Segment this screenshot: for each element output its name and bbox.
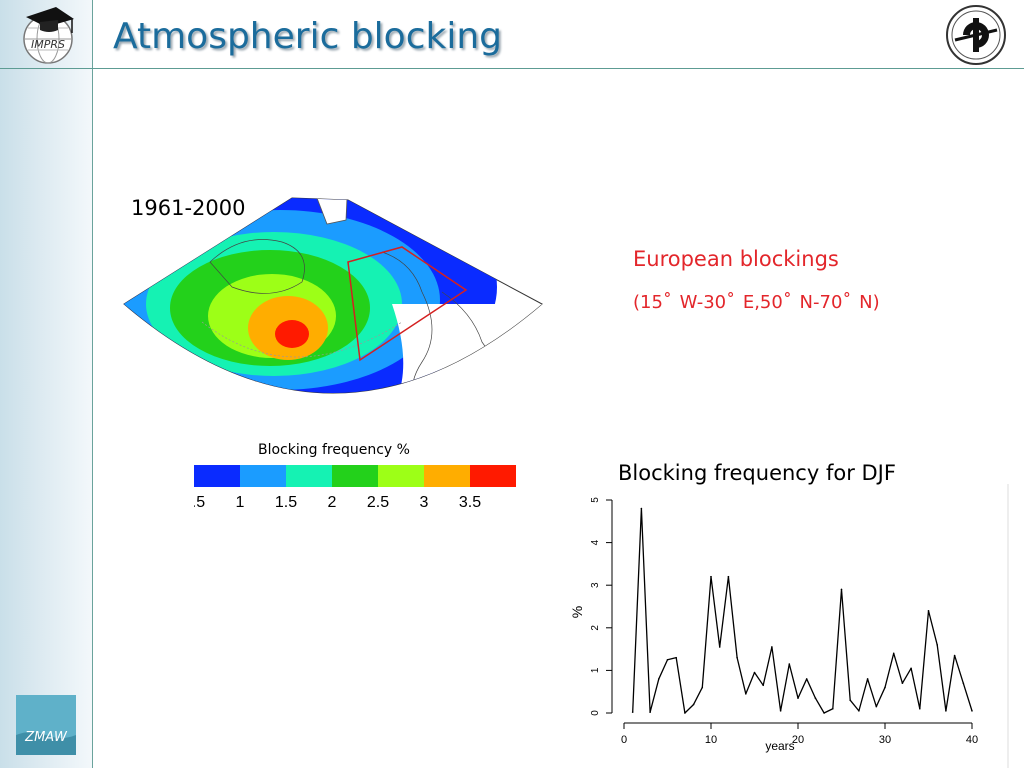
blocking-frequency-map bbox=[122, 192, 544, 432]
colorbar-segment bbox=[470, 465, 516, 487]
data-point bbox=[919, 707, 921, 710]
blocking-frequency-chart: 0 1 2 3 4 5 0 10 20 30 40 years% bbox=[569, 484, 1009, 768]
data-point bbox=[788, 663, 791, 665]
data-point bbox=[658, 678, 660, 680]
colorbar-tick-label: 1 bbox=[236, 494, 245, 510]
data-point bbox=[875, 705, 878, 708]
x-tick-label: 30 bbox=[879, 734, 891, 746]
data-point bbox=[771, 646, 773, 648]
data-point bbox=[927, 609, 930, 612]
zmaw-logo: ZMAW bbox=[16, 695, 76, 755]
european-blockings-label: European blockings bbox=[633, 247, 839, 271]
data-point bbox=[866, 678, 869, 680]
data-point bbox=[832, 707, 834, 710]
x-tick-label: 0 bbox=[621, 734, 627, 746]
data-point bbox=[823, 712, 825, 714]
colorbar: 0.5 1 1.5 2 2.5 3 3.5 bbox=[194, 465, 516, 510]
colorbar-segment bbox=[194, 465, 240, 487]
data-point bbox=[779, 710, 782, 712]
data-point bbox=[701, 686, 704, 689]
data-point bbox=[849, 699, 851, 702]
data-point bbox=[962, 682, 965, 684]
data-point bbox=[971, 710, 973, 712]
data-point bbox=[953, 654, 956, 657]
data-point bbox=[805, 678, 808, 680]
x-axis-label: years bbox=[765, 739, 794, 753]
data-point bbox=[797, 697, 799, 699]
colorbar-tick-label: 3 bbox=[420, 494, 429, 510]
x-tick-label: 20 bbox=[792, 734, 804, 746]
header-divider bbox=[0, 68, 1024, 69]
y-tick-label: 4 bbox=[590, 539, 601, 545]
colorbar-segment bbox=[424, 465, 470, 487]
colorbar-segment bbox=[378, 465, 424, 487]
colorbar-tick-label: 2 bbox=[328, 494, 337, 510]
data-point bbox=[631, 711, 634, 713]
data-point bbox=[814, 697, 817, 699]
data-point bbox=[649, 711, 651, 713]
data-point bbox=[684, 712, 686, 714]
data-point bbox=[710, 575, 712, 578]
data-point bbox=[884, 686, 886, 689]
data-point bbox=[727, 575, 730, 578]
data-point bbox=[892, 652, 895, 655]
colorbar-segment bbox=[240, 465, 286, 487]
y-axis-label: % bbox=[569, 606, 585, 618]
y-tick-label: 3 bbox=[590, 582, 601, 588]
european-blockings-range: (15˚ W-30˚ E,50˚ N-70˚ N) bbox=[633, 292, 880, 313]
data-point bbox=[666, 658, 669, 661]
y-tick-label: 5 bbox=[590, 497, 601, 503]
colorbar-label: Blocking frequency % bbox=[258, 442, 410, 458]
y-tick-label: 1 bbox=[590, 667, 601, 673]
data-point bbox=[910, 667, 912, 670]
x-tick-label: 10 bbox=[705, 734, 717, 746]
left-sidebar bbox=[0, 0, 93, 768]
institute-logo bbox=[945, 4, 1007, 66]
colorbar-tick-label: 3.5 bbox=[459, 494, 481, 510]
data-point bbox=[675, 656, 677, 659]
data-point bbox=[762, 684, 764, 687]
y-tick-label: 0 bbox=[590, 710, 601, 716]
series-line bbox=[632, 507, 973, 714]
colorbar-tick-label: 0.5 bbox=[194, 494, 205, 510]
colorbar-tick-label: 2.5 bbox=[367, 494, 389, 510]
period-label: 1961-2000 bbox=[131, 196, 246, 220]
data-point bbox=[718, 646, 721, 648]
data-point bbox=[736, 656, 738, 659]
data-point bbox=[840, 588, 843, 591]
data-point bbox=[692, 703, 695, 706]
slide-title: Atmospheric blocking bbox=[113, 16, 503, 57]
colorbar-tick-label: 1.5 bbox=[275, 494, 297, 510]
imprs-logo-text: IMPRS bbox=[31, 38, 65, 51]
data-point bbox=[640, 507, 643, 510]
colorbar-segment bbox=[332, 465, 378, 487]
colorbar-segment bbox=[286, 465, 332, 487]
data-point bbox=[945, 710, 947, 712]
data-point bbox=[936, 644, 938, 646]
data-point bbox=[858, 710, 860, 712]
zmaw-logo-text: ZMAW bbox=[24, 730, 68, 745]
data-point bbox=[753, 671, 756, 674]
x-tick-label: 40 bbox=[966, 734, 978, 746]
chart-title: Blocking frequency for DJF bbox=[618, 461, 896, 485]
data-point bbox=[901, 682, 904, 684]
data-point bbox=[745, 693, 747, 695]
y-tick-label: 2 bbox=[590, 625, 601, 631]
imprs-logo: IMPRS bbox=[16, 3, 80, 65]
